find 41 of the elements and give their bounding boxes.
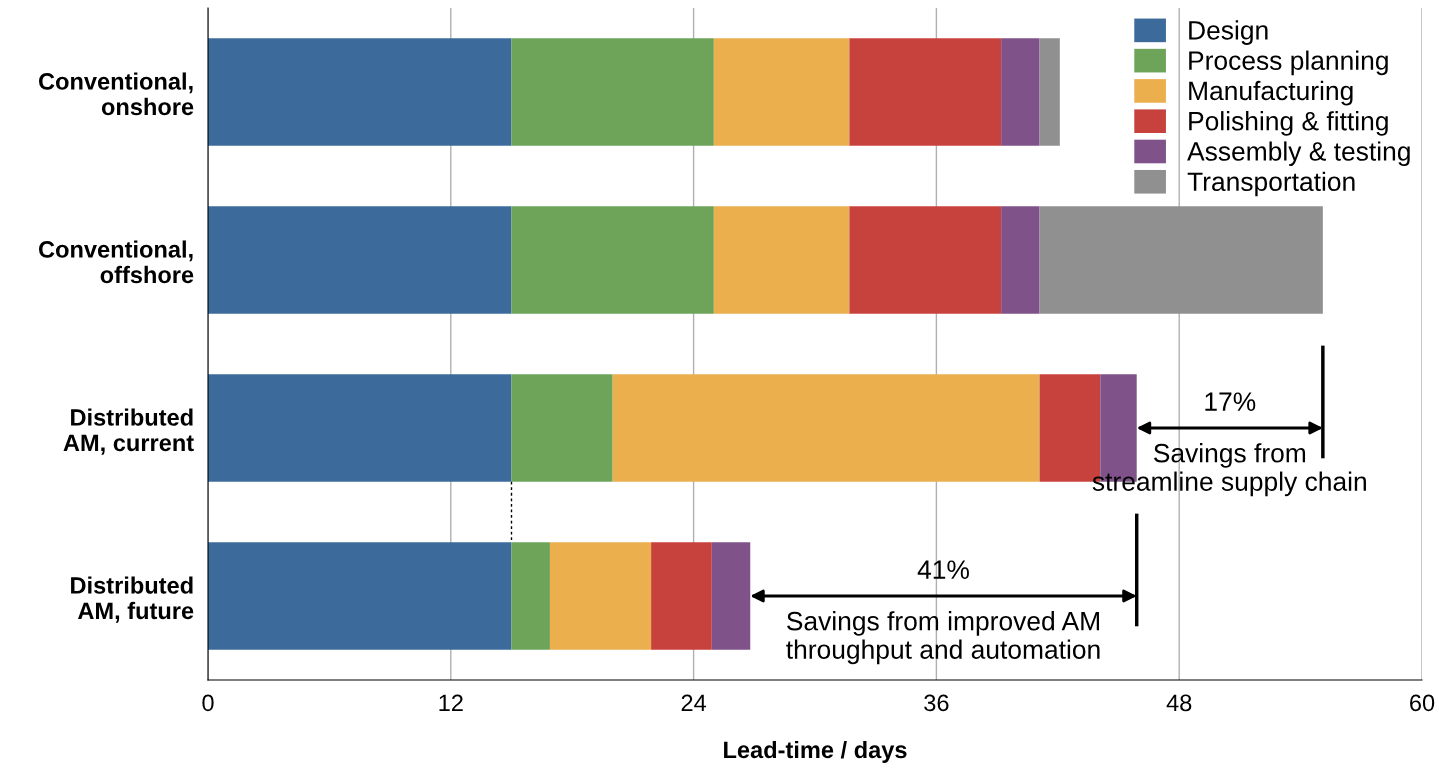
y-tick-label: Distributed AM, current <box>63 408 194 455</box>
y-tick-label: Conventional, onshore <box>38 72 194 116</box>
bar <box>511 374 613 482</box>
x-tick-label: 24 <box>681 694 707 711</box>
bar <box>208 38 512 146</box>
y-tick-label: Conventional, offshore <box>38 240 194 284</box>
bar <box>511 206 714 314</box>
bar <box>713 206 850 314</box>
x-axis-title: Lead-time / days <box>724 740 907 763</box>
bar <box>208 374 512 482</box>
x-tick-label: 0 <box>202 694 214 712</box>
x-tick-label: 36 <box>924 694 949 712</box>
bar <box>612 374 1040 482</box>
bar <box>1039 206 1323 314</box>
annotation: Savings from improved AM throughput and automation <box>786 611 1100 665</box>
y-tick-label: Distributed AM, future <box>71 576 194 623</box>
bar <box>713 38 850 146</box>
bar <box>849 206 1002 314</box>
legend-label: Assembly & testing <box>1187 141 1410 166</box>
bar <box>208 542 512 650</box>
bar <box>208 206 512 314</box>
annotation: 17% <box>1205 392 1256 411</box>
legend-label: Polishing & fitting <box>1189 111 1388 136</box>
x-tick-label: 48 <box>1166 694 1192 712</box>
bar <box>1001 38 1040 146</box>
bar <box>711 542 751 650</box>
annotation: Savings from streamline supply chain <box>1092 443 1366 497</box>
legend-label: Manufacturing <box>1189 80 1353 106</box>
bar <box>849 38 1002 146</box>
legend-label: Transportation <box>1187 171 1355 197</box>
x-tick-label: 12 <box>439 694 463 711</box>
bar <box>511 542 550 650</box>
bar <box>549 542 652 650</box>
bar <box>1039 38 1060 146</box>
x-tick-label: 60 <box>1410 694 1435 712</box>
bar <box>1001 206 1040 314</box>
legend-label: Design <box>1189 20 1268 45</box>
bar <box>651 542 712 650</box>
annotation: 41% <box>917 560 969 579</box>
legend-label: Process planning <box>1189 50 1388 76</box>
bar <box>511 38 714 146</box>
